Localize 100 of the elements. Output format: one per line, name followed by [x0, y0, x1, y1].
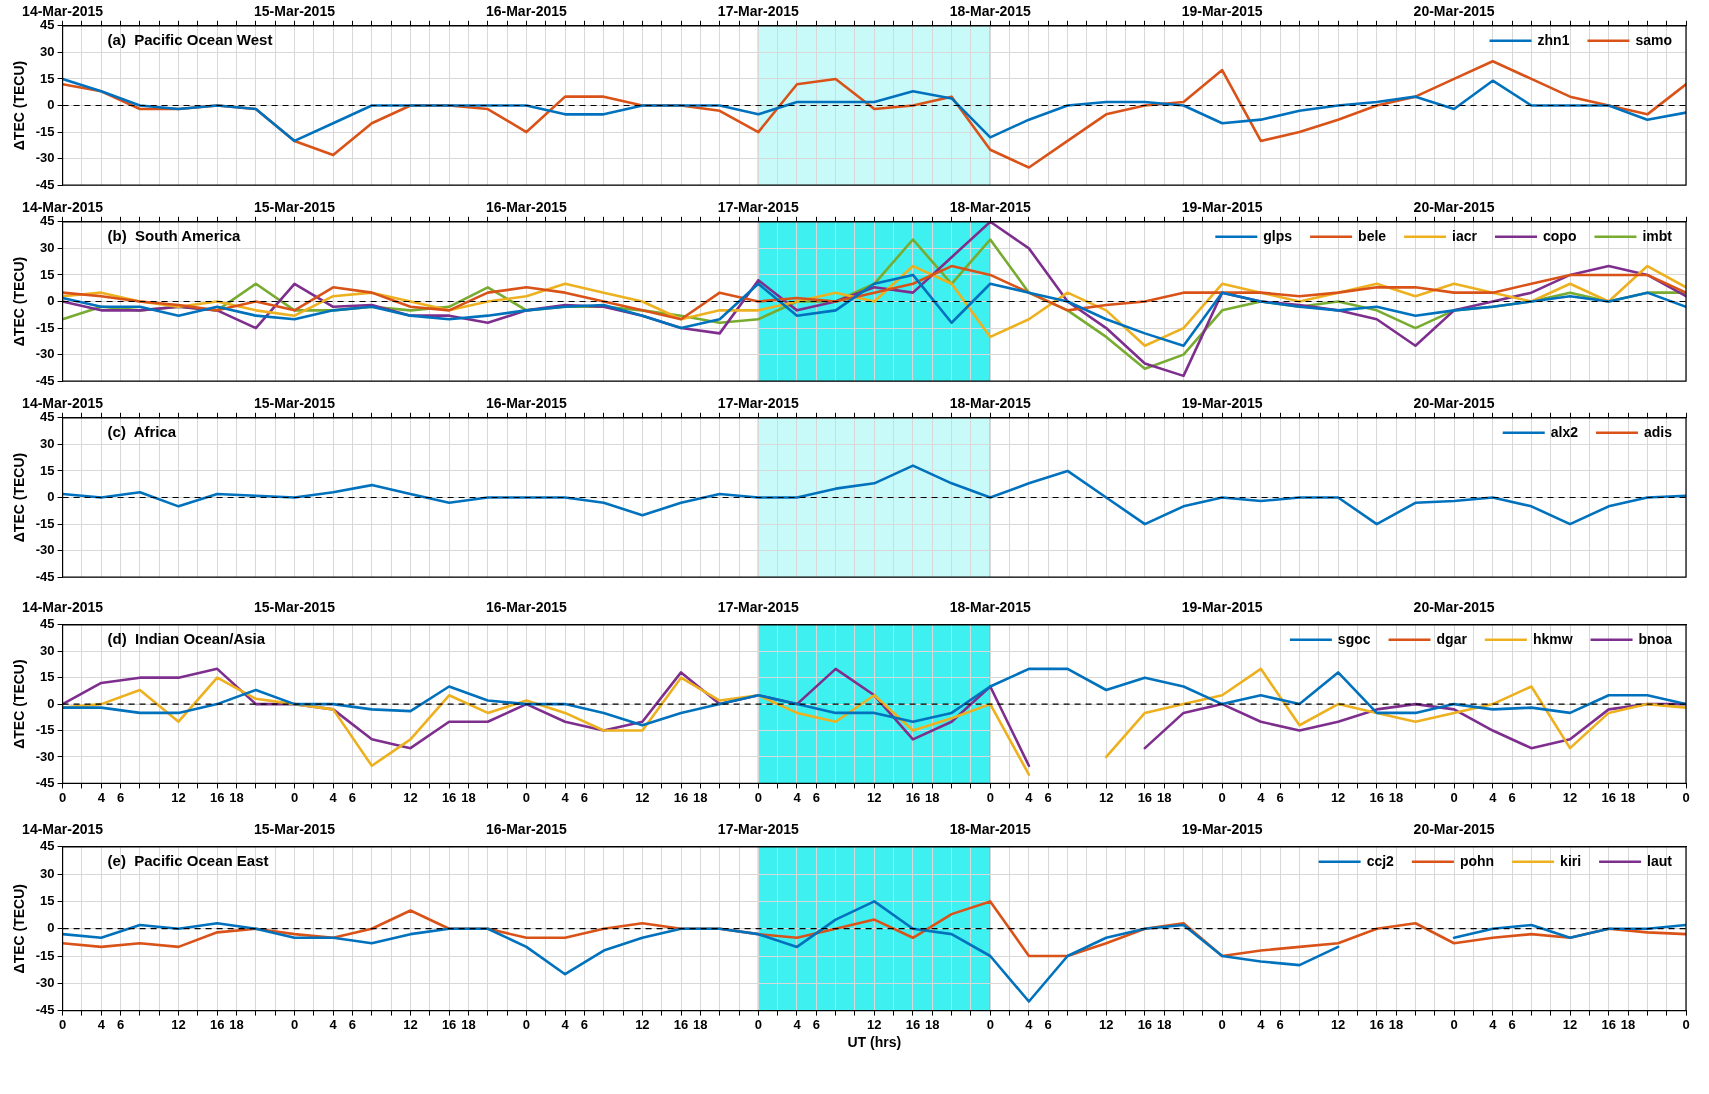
- x-tick-label: 6: [116, 789, 125, 805]
- y-tick-label: 45: [40, 409, 55, 425]
- legend-label: alx2: [1550, 423, 1579, 440]
- y-tick-label: -15: [35, 947, 55, 963]
- y-tick-label: -15: [35, 722, 55, 738]
- x2-tick-label: 18-Mar-2015: [949, 821, 1031, 838]
- x-tick-label: 0: [1682, 789, 1690, 805]
- x-tick-label: 0: [754, 1016, 762, 1032]
- x-tick-label: 16: [1137, 789, 1153, 805]
- x-tick-label: 12: [635, 789, 650, 805]
- x-tick-label: 6: [1044, 789, 1052, 805]
- x-tick-label: 4: [1025, 1016, 1034, 1032]
- y-tick-label: 15: [40, 462, 55, 478]
- x-tick-label: 0: [522, 1016, 531, 1032]
- y-axis-title: ΔTEC (TECU): [11, 452, 28, 543]
- y-tick-label: 30: [40, 43, 55, 59]
- x-tick-label: 15-Mar-2015: [254, 199, 336, 216]
- y-tick-label: 0: [47, 920, 55, 936]
- x-tick-label: 16-Mar-2015: [485, 199, 568, 216]
- legend-label: laut: [1647, 852, 1673, 869]
- x-tick-label: 12: [171, 789, 186, 805]
- y-tick-label: 30: [40, 239, 55, 255]
- x-tick-label: 0: [754, 789, 762, 805]
- legend-label: samo: [1635, 31, 1673, 48]
- x-tick-label: 20-Mar-2015: [1413, 395, 1495, 412]
- x-tick-label: 18-Mar-2015: [949, 395, 1031, 412]
- x-tick-label: 16: [1369, 789, 1385, 805]
- x-tick-label: 17-Mar-2015: [717, 395, 800, 412]
- x-tick-label: 12: [635, 1016, 650, 1032]
- x-tick-label: 0: [1218, 1016, 1226, 1032]
- legend-label: bele: [1358, 227, 1387, 244]
- y-tick-label: 45: [40, 17, 55, 33]
- y-tick-label: -45: [35, 568, 55, 584]
- y-tick-label: -30: [35, 150, 55, 166]
- x2-tick-label: 17-Mar-2015: [717, 599, 800, 616]
- legend-label: copo: [1543, 227, 1577, 244]
- x-tick-label: 12: [403, 789, 418, 805]
- x-tick-label: 4: [97, 789, 106, 805]
- x-tick-label: 0: [290, 1016, 299, 1032]
- x-tick-label: 18: [461, 789, 476, 805]
- x-tick-label: 6: [348, 789, 357, 805]
- x-tick-label: 6: [580, 1016, 589, 1032]
- x-tick-label: 0: [1682, 1016, 1690, 1032]
- chart-title: (e) Pacific Ocean East: [107, 851, 269, 869]
- x-tick-label: 4: [1025, 789, 1034, 805]
- y-tick-label: -15: [35, 123, 55, 139]
- x-axis-title: UT (hrs): [847, 1034, 902, 1051]
- x-tick-label: 16: [441, 789, 457, 805]
- x-tick-label: 6: [348, 1016, 357, 1032]
- y-tick-label: 15: [40, 892, 55, 908]
- x-tick-label: 17-Mar-2015: [717, 199, 800, 216]
- y-tick-label: 45: [40, 616, 55, 632]
- x-tick-label: 4: [1257, 1016, 1266, 1032]
- y-tick-label: -45: [35, 1002, 55, 1018]
- x-tick-label: 16-Mar-2015: [485, 395, 568, 412]
- x-tick-label: 20-Mar-2015: [1413, 3, 1495, 20]
- x-tick-label: 6: [1276, 1016, 1284, 1032]
- x-tick-label: 20-Mar-2015: [1413, 199, 1495, 216]
- legend-label: glps: [1263, 227, 1293, 244]
- chart-title: (d) Indian Ocean/Asia: [107, 629, 266, 647]
- x-tick-label: 18: [461, 1016, 476, 1032]
- x-tick-label: 18: [693, 1016, 708, 1032]
- x-tick-label: 16: [673, 789, 689, 805]
- x-tick-label: 16: [1137, 1016, 1153, 1032]
- y-tick-label: -45: [35, 372, 55, 388]
- x-tick-label: 6: [1044, 1016, 1052, 1032]
- x-tick-label: 16-Mar-2015: [485, 3, 568, 20]
- x-tick-label: 16: [209, 789, 225, 805]
- x-tick-label: 16: [1601, 1016, 1616, 1032]
- legend-label: kiri: [1560, 852, 1582, 869]
- x-tick-label: 15-Mar-2015: [254, 395, 336, 412]
- y-tick-label: 15: [40, 70, 55, 86]
- x-tick-label: 6: [1276, 789, 1284, 805]
- y-axis-title: ΔTEC (TECU): [11, 256, 28, 347]
- x2-tick-label: 19-Mar-2015: [1181, 821, 1263, 838]
- x2-tick-label: 18-Mar-2015: [949, 599, 1031, 616]
- x-tick-label: 0: [1450, 1016, 1458, 1032]
- y-tick-label: -15: [35, 319, 55, 335]
- x-tick-label: 4: [1489, 789, 1498, 805]
- x-tick-label: 0: [986, 789, 994, 805]
- x-tick-label: 18: [693, 789, 708, 805]
- x-tick-label: 14-Mar-2015: [22, 395, 104, 412]
- x-tick-label: 4: [1257, 789, 1266, 805]
- x-tick-label: 4: [1489, 1016, 1498, 1032]
- x-tick-label: 14-Mar-2015: [22, 3, 104, 20]
- y-tick-label: -45: [35, 176, 55, 192]
- x-tick-label: 12: [1330, 789, 1346, 805]
- x-tick-label: 4: [97, 1016, 106, 1032]
- x-tick-label: 4: [561, 789, 570, 805]
- y-tick-label: 0: [47, 489, 55, 505]
- y-tick-label: -30: [35, 974, 55, 990]
- y-axis-title: ΔTEC (TECU): [11, 884, 28, 974]
- x2-tick-label: 19-Mar-2015: [1181, 599, 1263, 616]
- x-tick-label: 6: [1508, 1016, 1516, 1032]
- x-tick-label: 0: [522, 789, 531, 805]
- y-tick-label: 30: [40, 435, 55, 451]
- x2-tick-label: 14-Mar-2015: [22, 599, 104, 616]
- x-tick-label: 4: [793, 1016, 802, 1032]
- legend-label: pohn: [1459, 852, 1495, 869]
- x-tick-label: 12: [403, 1016, 418, 1032]
